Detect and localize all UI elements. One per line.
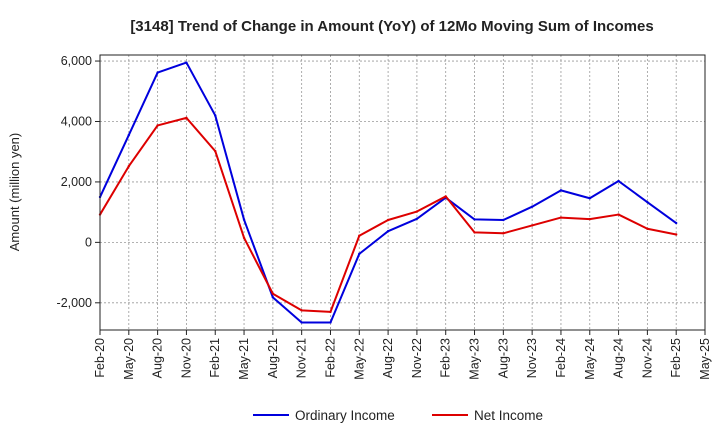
ordinary-income-point	[242, 218, 246, 221]
x-tick-label: Nov-22	[410, 338, 424, 378]
x-tick-label: Nov-23	[525, 338, 539, 378]
net-income-point	[386, 218, 390, 222]
x-tick-label: Feb-20	[93, 338, 107, 378]
net-income-point	[358, 234, 361, 237]
x-tick-label: Aug-22	[381, 338, 395, 378]
ordinary-income-point	[502, 218, 505, 222]
y-tick-label: 6,000	[61, 54, 92, 68]
net-income-point	[415, 210, 419, 213]
net-income-point	[127, 165, 131, 168]
net-income-point	[617, 213, 620, 216]
ordinary-income-point	[559, 189, 563, 192]
net-income-point	[214, 149, 217, 153]
x-tick-label: Feb-24	[554, 338, 568, 378]
net-income-point	[530, 224, 534, 227]
legend-label-net-income: Net Income	[474, 408, 543, 423]
net-income-point	[588, 217, 591, 221]
ordinary-income-point	[127, 133, 131, 137]
ordinary-income-point	[156, 71, 159, 74]
ordinary-income-point	[214, 114, 217, 117]
ordinary-income-point	[473, 218, 476, 221]
x-tick-label: Feb-21	[208, 338, 222, 378]
ordinary-income-point	[530, 205, 534, 208]
x-tick-label: May-22	[352, 338, 366, 380]
ordinary-income-point	[674, 221, 678, 225]
x-tick-label: Nov-24	[640, 338, 654, 378]
x-tick-label: May-25	[698, 338, 712, 380]
net-income-point	[502, 232, 505, 235]
x-tick-label: May-21	[237, 338, 251, 380]
y-tick-label: -2,000	[57, 296, 92, 310]
y-tick-label: 0	[85, 235, 92, 249]
net-income-point	[444, 195, 447, 198]
y-tick-label: 2,000	[61, 175, 92, 189]
net-income-point	[674, 233, 678, 236]
ordinary-income-point	[185, 61, 188, 64]
x-tick-label: May-24	[583, 338, 597, 380]
y-tick-label: 4,000	[61, 114, 92, 128]
x-tick-label: Feb-22	[323, 338, 337, 378]
series-lines	[98, 61, 678, 324]
ordinary-income-point	[329, 321, 332, 324]
legend: Ordinary Income Net Income	[253, 408, 543, 423]
net-income-point	[242, 236, 246, 240]
net-income-line	[99, 116, 677, 313]
ordinary-income-point	[271, 296, 275, 299]
net-income-point	[646, 227, 649, 230]
y-axis-label: Amount (million yen)	[7, 133, 22, 252]
ordinary-income-point	[415, 217, 419, 220]
ordinary-income-point	[300, 321, 303, 324]
x-tick-label: Aug-23	[496, 338, 510, 378]
x-tick-label: Feb-23	[439, 338, 453, 378]
net-income-point	[300, 309, 303, 312]
axes: -2,000 0 2,000 4,000 6,000 Feb-20 May-20 Aug-20…	[57, 54, 712, 380]
ordinary-income-point	[646, 200, 649, 204]
ordinary-income-point	[358, 252, 361, 256]
ordinary-income-point	[588, 197, 591, 200]
grid-lines	[100, 55, 705, 330]
x-tick-label: Aug-24	[612, 338, 626, 378]
x-tick-label: Feb-25	[669, 338, 683, 378]
net-income-point	[329, 310, 332, 314]
net-income-point	[185, 116, 188, 120]
x-tick-label: Nov-20	[179, 338, 193, 378]
net-income-point	[473, 231, 476, 234]
x-tick-label: Nov-21	[295, 338, 309, 378]
x-tick-label: Aug-21	[266, 338, 280, 378]
x-tick-label: May-20	[122, 338, 136, 380]
plot-area	[99, 54, 706, 331]
chart-title: [3148] Trend of Change in Amount (YoY) o…	[130, 18, 653, 35]
net-income-point	[271, 292, 275, 295]
x-tick-label: Aug-20	[151, 338, 165, 378]
x-tick-label: May-23	[468, 338, 482, 380]
net-income-point	[156, 124, 159, 127]
ordinary-income-point	[386, 229, 390, 233]
legend-label-ordinary-income: Ordinary Income	[295, 408, 395, 423]
net-income-point	[559, 216, 563, 219]
ordinary-income-point	[617, 179, 620, 183]
